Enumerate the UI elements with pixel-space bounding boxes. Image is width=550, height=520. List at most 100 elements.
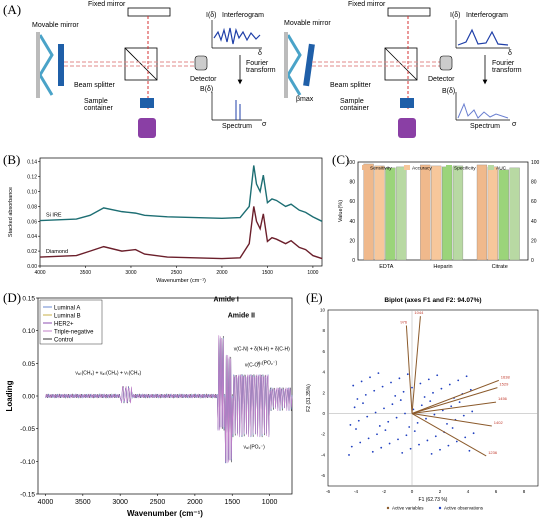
y-axis-label-d: Loading <box>5 380 14 411</box>
interferogram-trace-right <box>457 28 509 46</box>
label-delta-left: δ <box>258 50 262 57</box>
annotation-cn: ν(C-N) + δ(N-H) + δ(C-H) <box>234 346 290 352</box>
observation-point <box>388 442 391 445</box>
legend-swatch-c <box>404 165 410 170</box>
legend-label-d: Luminal A <box>54 306 80 312</box>
observation-point <box>349 424 352 426</box>
bar-accuracy-citrate <box>487 166 498 261</box>
x-tick-label-d: 2500 <box>150 499 166 506</box>
observation-point <box>376 433 378 436</box>
legend-label-c: Accuracy <box>412 166 432 172</box>
observation-point <box>429 400 432 403</box>
y-tick-label-b: 0.10 <box>27 190 37 196</box>
observation-point <box>441 409 444 412</box>
chart-title-e: Biplot (axes F1 and F2: 94.07%) <box>384 297 481 304</box>
label-spectrum-axis-left: B(δ) <box>200 86 214 93</box>
observation-point <box>356 398 359 400</box>
series-label-diamond: Diamond <box>46 249 68 255</box>
observation-point <box>357 419 360 422</box>
panel-d-label: (D) <box>3 290 22 305</box>
label-interferogram-right: Interferogram <box>466 12 509 19</box>
observation-point <box>408 426 411 428</box>
variable-label-1402: 1402 <box>494 420 504 425</box>
observation-point <box>425 417 427 420</box>
observation-point <box>371 450 374 453</box>
bar-specificity-citrate <box>498 169 509 261</box>
variable-label-1456: 1456 <box>498 396 508 401</box>
x-tick-label-e: 8 <box>523 489 526 494</box>
y-tick-label-b: 0.12 <box>27 175 37 181</box>
observation-point <box>380 446 383 449</box>
y-tick-label-c-left: 100 <box>347 160 356 166</box>
interferogram-trace-left <box>213 27 261 45</box>
x-tick-label-d: 2000 <box>187 499 203 506</box>
observation-point <box>383 407 385 410</box>
y-tick-label-e: 10 <box>320 308 326 313</box>
label-beam-splitter-left: Beam splitter <box>74 82 115 89</box>
observation-point <box>378 425 381 427</box>
x-axis-label-e: F1 (62.73 %) <box>419 497 448 503</box>
observation-point <box>406 373 409 376</box>
label-sample-container-right: Sample container <box>340 98 369 112</box>
variable-label-1638: 1638 <box>501 374 511 379</box>
y-tick-label-e: 6 <box>322 349 325 354</box>
y-axis-label-e: F2 (31.35%) <box>306 384 312 412</box>
observation-point <box>471 410 474 413</box>
x-tick-label-d: 4000 <box>38 499 54 506</box>
y-tick-label-c-left: 0 <box>352 258 355 264</box>
observation-point <box>387 420 390 423</box>
observation-point <box>419 382 422 385</box>
observation-point <box>457 379 460 382</box>
label-detector-left: Detector <box>190 76 217 83</box>
y-tick-label-e: 8 <box>322 328 325 333</box>
legend-label-variables: Active variables <box>392 506 424 511</box>
bar-auc-edta <box>396 166 407 261</box>
legend-label-d: Luminal B <box>54 314 81 320</box>
y-tick-label-e: 2 <box>322 390 325 395</box>
observation-point <box>465 375 468 378</box>
observation-point <box>416 421 419 424</box>
legend-swatch-c <box>446 165 452 170</box>
observation-point <box>398 377 401 380</box>
observation-point <box>374 411 377 414</box>
variable-arrow-1044 <box>411 316 421 414</box>
y-tick-label-b: 0.02 <box>27 249 37 255</box>
y-axis-label-b: Stacked absorbance <box>8 187 14 237</box>
observation-point <box>405 434 408 437</box>
y-tick-label-d: 0.05 <box>22 361 35 368</box>
observation-point <box>468 449 471 452</box>
y-tick-label-c-right: 20 <box>531 238 537 244</box>
variable-arrow-1236 <box>411 413 487 457</box>
chart-c: 0 0 20 20 40 40 60 60 80 80 100 100 Value(%) EDTA Hepa… <box>338 160 540 270</box>
x-tick-label-d: 1500 <box>224 499 240 506</box>
label-spectrum-axis-right: B(δ) <box>442 88 456 95</box>
x-tick-label-e: 4 <box>467 489 470 494</box>
observation-point <box>427 378 430 381</box>
annotation-amide-2: Amide II <box>228 313 255 320</box>
label-sample-container-left: Sample container <box>84 98 113 112</box>
variable-arrow-1638 <box>411 379 499 414</box>
bar-auc-citrate <box>509 167 520 261</box>
bar-sensitivity-citrate <box>476 164 488 261</box>
observation-point <box>409 447 412 450</box>
x-tick-label-b: 3000 <box>125 270 136 276</box>
observation-point <box>377 372 380 375</box>
observation-point <box>469 388 472 391</box>
variable-label-1236: 1236 <box>488 450 498 455</box>
plot-frame-e <box>327 309 539 487</box>
legend-label-c: Specificity <box>454 166 476 172</box>
observation-point <box>423 396 426 398</box>
legend-label-c: Sensitivity <box>370 166 392 172</box>
observation-point <box>373 389 376 392</box>
bar-specificity-heparin <box>441 166 453 261</box>
observation-point <box>434 435 437 438</box>
spring-left <box>38 34 54 96</box>
label-beam-splitter-right: Beam splitter <box>330 82 371 89</box>
bar-auc-heparin <box>452 165 464 261</box>
observation-point <box>458 401 461 404</box>
legend-label-d: Control <box>54 338 73 344</box>
wall-right <box>284 32 288 98</box>
observation-point <box>390 381 392 384</box>
legend-label-d: HER2+ <box>54 322 74 328</box>
annotation-ch: νₐₛ(CH₃) + νₐₛ(CH₂) + νₛ(CH₃) <box>75 370 141 376</box>
